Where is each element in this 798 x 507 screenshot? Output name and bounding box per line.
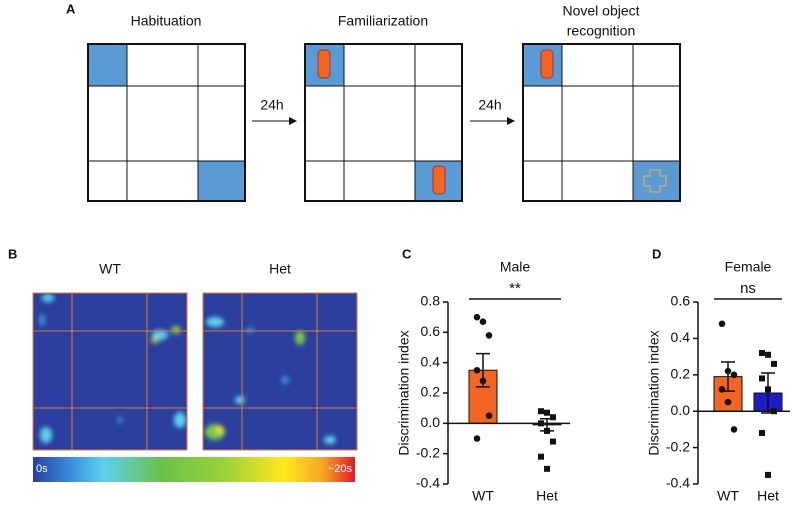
- data-point: [473, 366, 481, 374]
- data-point: [718, 386, 726, 393]
- x-tick-label: Het: [536, 488, 558, 504]
- stage-label: Familiarization: [338, 13, 428, 29]
- data-point: [485, 412, 493, 420]
- data-point: [550, 438, 556, 445]
- data-point: [479, 318, 487, 326]
- scale-max: ~20s: [328, 463, 353, 475]
- y-tick-label: 0.6: [671, 293, 691, 309]
- data-point: [485, 332, 493, 339]
- data-point: [718, 320, 726, 328]
- interval-label: 24h: [260, 97, 283, 113]
- y-tick-label: 0.4: [421, 353, 441, 369]
- y-axis-label: Discrimination index: [646, 330, 662, 455]
- data-point: [473, 435, 481, 442]
- data-point: [724, 367, 732, 375]
- data-point: [730, 371, 738, 379]
- group-label: Het: [269, 261, 291, 277]
- interval-label: 24h: [478, 97, 501, 113]
- y-tick-label: 0.2: [671, 366, 691, 382]
- chart-title: Female: [725, 259, 772, 275]
- arena-diagram: [87, 43, 681, 202]
- y-tick-label: 0.0: [421, 414, 441, 430]
- data-point: [473, 313, 481, 321]
- y-tick-label: 0.0: [671, 402, 691, 418]
- data-point: [765, 386, 771, 393]
- x-tick-label: WT: [717, 488, 739, 504]
- data-point: [759, 430, 765, 437]
- y-axis-label: Discrimination index: [396, 330, 412, 455]
- heatmap: [32, 292, 358, 482]
- data-point: [765, 471, 771, 478]
- x-tick-label: Het: [757, 488, 779, 504]
- panel-label: B: [8, 246, 17, 261]
- x-tick-label: WT: [472, 488, 494, 504]
- scale-min: 0s: [36, 463, 48, 475]
- data-point: [479, 377, 487, 385]
- panel-label: A: [66, 1, 76, 16]
- stage-label: recognition: [567, 23, 636, 39]
- y-tick-label: 0.2: [421, 384, 441, 400]
- data-point: [544, 465, 550, 472]
- data-point: [538, 408, 544, 415]
- data-point: [544, 427, 550, 434]
- data-point: [730, 426, 738, 433]
- y-tick-label: -0.4: [666, 475, 690, 491]
- data-point: [759, 375, 765, 382]
- group-label: WT: [99, 261, 121, 277]
- data-point: [724, 398, 732, 406]
- data-point: [550, 414, 556, 421]
- data-point: [765, 351, 771, 358]
- y-tick-label: 0.6: [421, 323, 441, 339]
- significance-label: **: [509, 280, 521, 297]
- significance-label: ns: [740, 280, 756, 297]
- y-tick-label: 0.4: [671, 329, 691, 345]
- panel-label: C: [402, 246, 412, 261]
- data-point: [544, 409, 550, 416]
- stage-label: Novel object: [562, 3, 639, 19]
- panel-label: D: [652, 246, 661, 261]
- stage-label: Habituation: [131, 13, 202, 29]
- data-point: [759, 349, 765, 356]
- y-tick-label: -0.2: [666, 438, 690, 454]
- y-tick-label: -0.2: [416, 444, 440, 460]
- data-point: [771, 360, 777, 367]
- chart-title: Male: [500, 259, 531, 275]
- y-tick-label: -0.4: [416, 475, 440, 491]
- y-tick-label: 0.8: [421, 293, 441, 309]
- data-point: [538, 453, 544, 460]
